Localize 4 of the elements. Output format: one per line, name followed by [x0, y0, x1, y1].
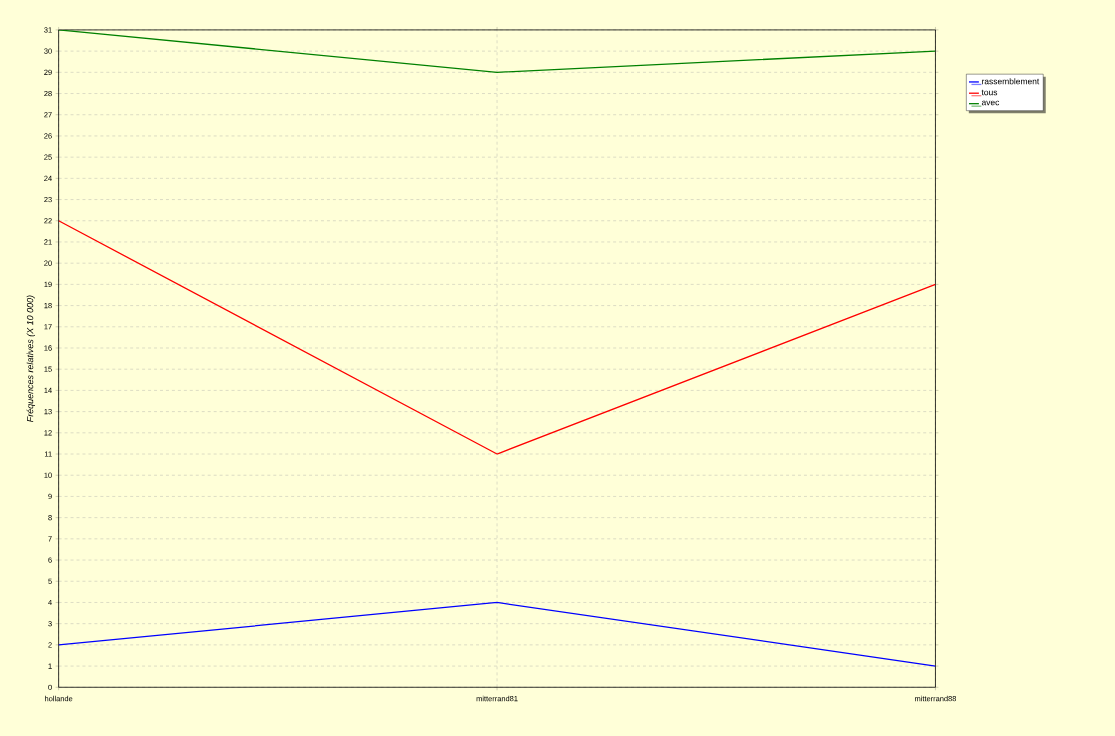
y-axis-title: Fréquences relatives (X 10 000)	[26, 295, 36, 422]
legend-label: avec	[981, 100, 1000, 106]
legend-label: tous	[981, 89, 998, 96]
legend-label: rassemblement	[982, 78, 1040, 85]
